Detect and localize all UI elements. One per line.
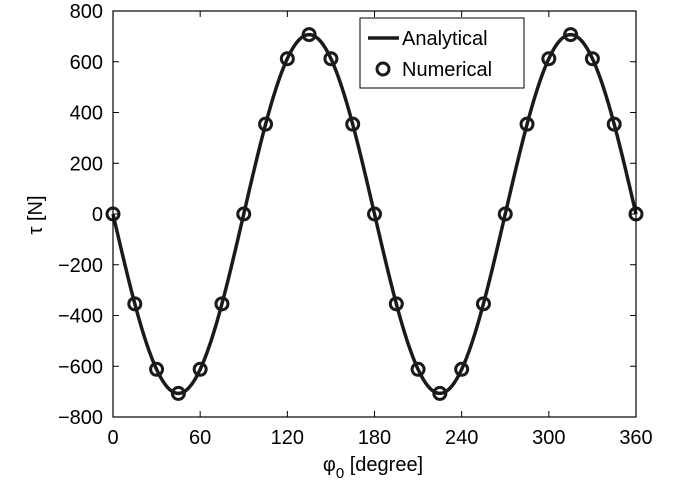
numerical-data-point	[454, 361, 470, 377]
numerical-data-point	[410, 361, 426, 377]
x-tick-label: 60	[189, 427, 211, 449]
numerical-data-point	[563, 27, 579, 43]
x-axis-label: φ0 [degree]	[323, 454, 423, 482]
numerical-data-point	[584, 51, 600, 67]
numerical-data-point	[606, 116, 622, 132]
y-tick-label: 0	[92, 204, 103, 226]
legend-box	[359, 17, 525, 89]
y-tick-label: 800	[70, 1, 103, 23]
numerical-data-point	[258, 116, 274, 132]
numerical-data-point	[301, 27, 317, 43]
x-axis-label-symbol: φ	[323, 454, 336, 476]
x-tick-label: 300	[532, 427, 565, 449]
plot-area	[105, 27, 644, 401]
numerical-data-point	[236, 206, 252, 222]
y-axis-label: τ [N]	[25, 195, 47, 234]
numerical-data-point	[214, 296, 230, 312]
numerical-data-point	[149, 361, 165, 377]
numerical-data-point	[388, 296, 404, 312]
y-tick-label: −400	[58, 306, 103, 328]
y-tick-label: 400	[70, 103, 103, 125]
x-tick-label: 120	[271, 427, 304, 449]
analytical-series-line	[111, 32, 638, 396]
x-axis-label-unit: [degree]	[344, 454, 423, 476]
numerical-data-point	[475, 296, 491, 312]
numerical-data-point	[170, 385, 186, 401]
numerical-data-point	[192, 361, 208, 377]
numerical-data-point	[432, 385, 448, 401]
numerical-data-point	[541, 51, 557, 67]
legend-label-analytical: Analytical	[402, 28, 488, 50]
numerical-data-point	[323, 51, 339, 67]
x-tick-label: 240	[445, 427, 478, 449]
axis-ticks: 0 60 120 180 240 300 360 −800 −600 −400 −200 0 200 40…	[58, 1, 653, 449]
x-axis-label-subscript: 0	[336, 465, 344, 482]
legend: Analytical Numerical	[359, 17, 525, 89]
y-tick-label: −800	[58, 407, 103, 429]
numerical-data-point	[127, 296, 143, 312]
y-tick-label: 200	[70, 153, 103, 175]
numerical-data-point	[497, 206, 513, 222]
numerical-data-point	[279, 51, 295, 67]
legend-label-numerical: Numerical	[402, 59, 492, 81]
legend-marker-sample	[375, 61, 391, 77]
y-tick-label: 600	[70, 52, 103, 74]
numerical-data-point	[519, 116, 535, 132]
x-tick-label: 0	[107, 427, 118, 449]
numerical-data-point	[367, 206, 382, 222]
x-tick-label: 180	[358, 427, 391, 449]
numerical-data-point	[345, 116, 361, 132]
x-tick-label: 360	[619, 427, 652, 449]
y-tick-label: −200	[58, 255, 103, 277]
y-tick-label: −600	[58, 356, 103, 378]
